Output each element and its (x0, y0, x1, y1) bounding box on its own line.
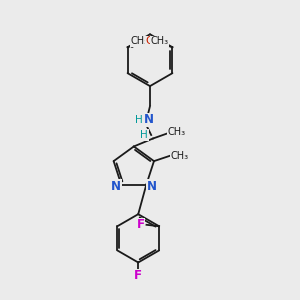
Text: CH₃: CH₃ (167, 127, 186, 137)
Text: H: H (135, 115, 143, 125)
Text: F: F (136, 218, 145, 231)
Text: CH₃: CH₃ (170, 151, 189, 161)
Text: CH₃: CH₃ (151, 36, 169, 46)
Text: N: N (111, 180, 121, 193)
Text: O: O (145, 36, 153, 46)
Text: O: O (146, 36, 154, 46)
Text: N: N (147, 180, 157, 193)
Text: N: N (144, 113, 154, 127)
Text: H: H (140, 130, 148, 140)
Text: F: F (134, 269, 142, 282)
Text: CH₃: CH₃ (130, 36, 148, 46)
